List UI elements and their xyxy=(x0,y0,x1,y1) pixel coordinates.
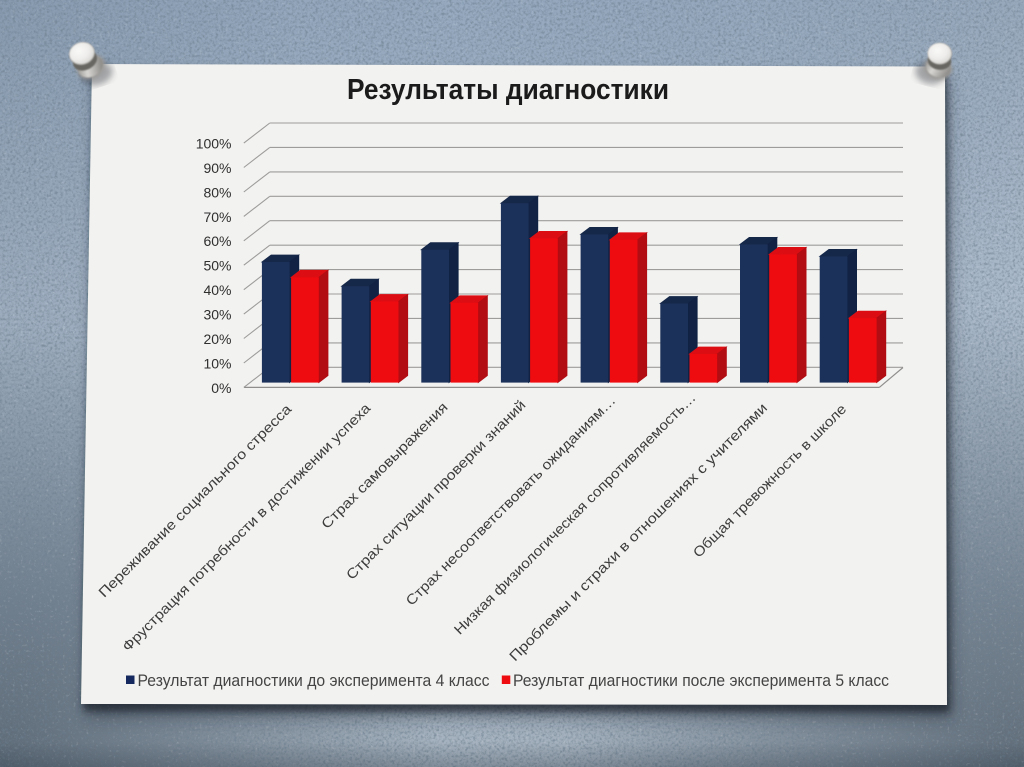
svg-text:Результат диагностики до экспе: Результат диагностики до эксперимента 4 … xyxy=(138,671,490,690)
svg-text:0%: 0% xyxy=(211,380,231,396)
svg-text:50%: 50% xyxy=(203,258,231,274)
svg-text:40%: 40% xyxy=(203,282,231,298)
svg-text:Результат диагностики после эк: Результат диагностики после эксперимента… xyxy=(513,671,889,690)
svg-text:90%: 90% xyxy=(203,160,231,176)
svg-text:80%: 80% xyxy=(203,184,231,200)
svg-text:20%: 20% xyxy=(203,331,231,347)
svg-text:10%: 10% xyxy=(203,355,231,371)
svg-text:100%: 100% xyxy=(196,136,232,152)
svg-text:Результаты диагностики: Результаты диагностики xyxy=(347,74,669,106)
svg-text:60%: 60% xyxy=(203,233,231,249)
svg-text:70%: 70% xyxy=(203,209,231,225)
svg-text:30%: 30% xyxy=(203,307,231,323)
